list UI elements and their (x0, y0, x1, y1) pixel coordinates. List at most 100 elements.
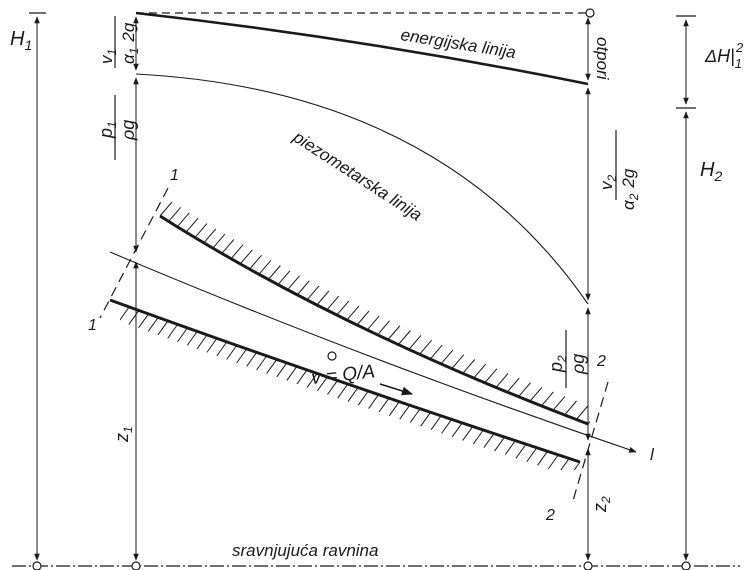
hatch-mark (296, 280, 310, 296)
hatch-mark (547, 454, 559, 470)
hatch-mark (387, 325, 401, 341)
hatch-mark (196, 334, 208, 350)
velocity-head-2-numerator: v2 (597, 175, 619, 191)
hatch-mark (110, 303, 120, 317)
hatch-mark (226, 345, 238, 360)
hatch-mark (186, 331, 198, 346)
hatch-mark (236, 348, 248, 364)
section-1-bottom-label: 1 (88, 317, 97, 334)
hatch-mark (176, 212, 190, 228)
section-1-top-label: 1 (170, 167, 179, 184)
hatch-mark (336, 300, 350, 316)
hatch-mark (159, 201, 173, 217)
velocity-head-1-denominator: α12g (119, 22, 141, 64)
hatch-mark (258, 260, 272, 275)
svg-text:ρg: ρg (118, 120, 138, 141)
piezometric-line (135, 73, 589, 305)
hatch-mark (206, 338, 218, 353)
z1-label: z1 (112, 426, 135, 443)
hatch-mark (472, 429, 484, 445)
pipe-axis (109, 251, 637, 453)
hatch-mark (441, 419, 453, 434)
hatch-mark (537, 451, 548, 466)
hatch-mark (451, 354, 465, 369)
hatch-mark (157, 320, 169, 336)
hatch-mark (483, 433, 495, 448)
datum-node-2 (583, 561, 593, 570)
hatch-mark (327, 380, 338, 395)
hatch-mark (120, 306, 130, 321)
hatch-mark (128, 310, 140, 325)
hatch-mark (256, 355, 268, 371)
delta-h-label: ΔH|12 (704, 40, 744, 71)
hatch-mark (356, 310, 370, 326)
hatch-mark (337, 383, 349, 399)
pressure-head-1-denominator: ρg (118, 120, 138, 141)
hatch-mark (368, 394, 380, 409)
energy-line-label: energijska linija (399, 25, 517, 62)
hatch-mark (540, 391, 554, 407)
hatch-mark (346, 305, 360, 321)
hatch-mark (277, 270, 291, 285)
hatch-mark (316, 376, 328, 392)
hatch-mark (147, 317, 159, 332)
hatch-mark (462, 359, 476, 374)
hatch-mark (167, 324, 179, 339)
hatch-mark (408, 335, 422, 350)
losses-label: otpori (593, 37, 612, 81)
hatch-mark (347, 387, 359, 402)
velocity-point (327, 351, 337, 361)
hatch-mark (249, 254, 262, 270)
hatch-mark (316, 290, 330, 306)
hatch-mark (212, 233, 226, 249)
hatch-mark (194, 223, 208, 238)
hatch-mark (462, 426, 474, 441)
h1-label: H1 (10, 28, 32, 53)
velocity-head-2-denominator: α22g (619, 168, 641, 210)
velocity-arrow (379, 383, 414, 396)
svg-text:v2: v2 (597, 175, 619, 191)
section-2-top-label: 2 (596, 353, 606, 370)
pipe-axis-label: l (650, 445, 655, 464)
hatch-mark (246, 352, 258, 367)
hatch-mark (518, 382, 531, 398)
hatch-mark (575, 405, 589, 420)
svg-text:p1: p1 (96, 121, 119, 139)
section-2-line (571, 381, 609, 505)
hatch-mark (451, 422, 463, 438)
hatch-mark (529, 387, 543, 402)
velocity-label: v = Q/A (310, 361, 376, 389)
hatch-mark (326, 295, 340, 311)
hatch-mark (526, 447, 538, 463)
h2-label: H2 (700, 159, 722, 184)
hatch-mark (430, 415, 442, 431)
svg-text:z2: z2 (590, 496, 613, 513)
svg-text:ρg: ρg (568, 354, 588, 375)
hatch-mark (203, 228, 217, 244)
datum-label: sravnjujuća ravnina (232, 541, 378, 560)
hatch-mark (495, 373, 509, 388)
hatch-mark (138, 313, 149, 329)
hatch-mark (429, 344, 443, 360)
z2-label: z2 (590, 496, 613, 513)
svg-text:z1: z1 (112, 426, 135, 443)
hatch-mark (397, 330, 411, 345)
hatch-mark (185, 217, 199, 233)
hatch-mark (230, 244, 244, 260)
hatch-mark (552, 396, 566, 411)
hatch-mark (306, 285, 320, 301)
hatch-mark (560, 458, 570, 470)
hatch-mark (420, 411, 432, 427)
hatch-mark (504, 440, 516, 455)
hatch-mark (239, 249, 253, 265)
hatch-mark (216, 341, 228, 357)
pressure-head-2-denominator: ρg (568, 354, 588, 375)
hatch-mark (473, 363, 487, 379)
hatch-mark (221, 239, 235, 254)
hatch-mark (506, 377, 520, 393)
hatch-mark (377, 320, 390, 336)
hatch-mark (306, 373, 318, 388)
datum-node-left (32, 561, 42, 570)
